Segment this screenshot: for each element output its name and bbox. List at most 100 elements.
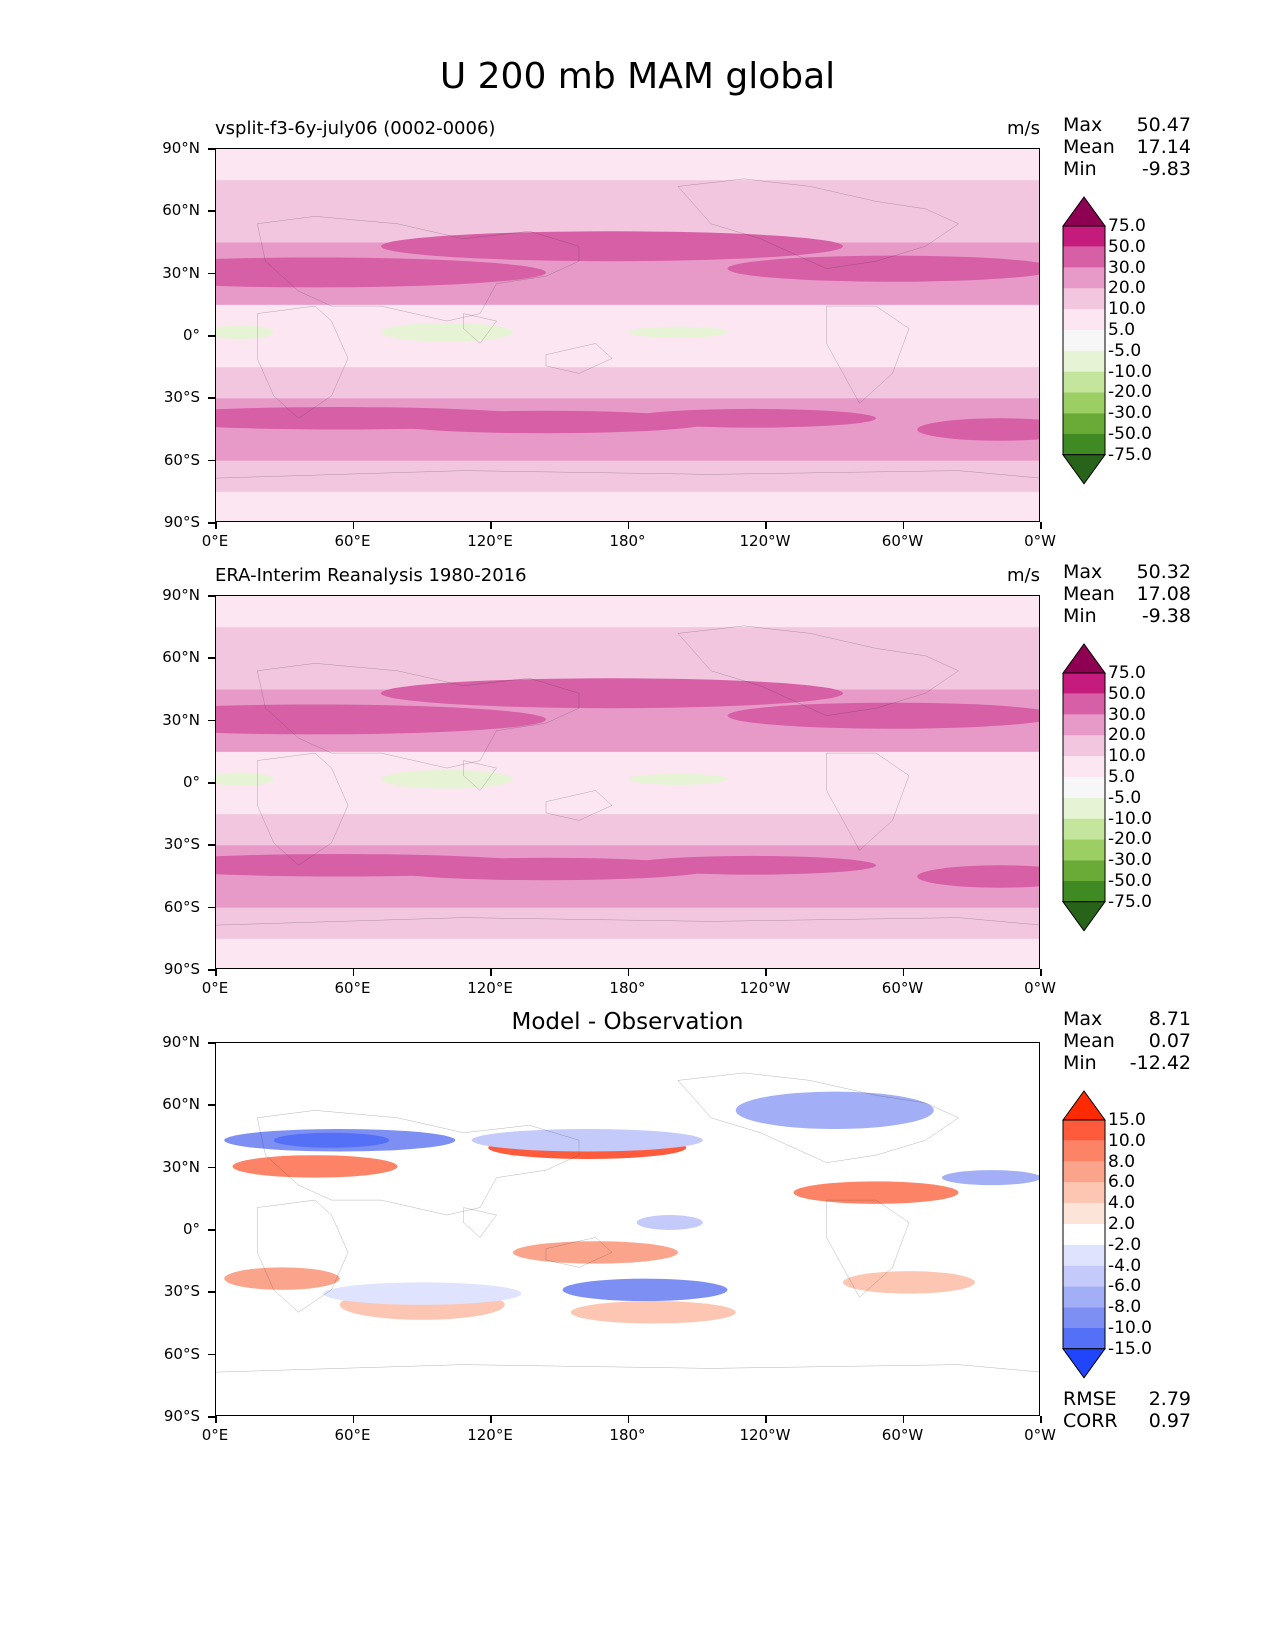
x-tick: [215, 1416, 217, 1423]
coastline: [546, 1237, 612, 1267]
map-background: [216, 1043, 1039, 1415]
zonal-band: [216, 304, 1039, 337]
colorbar-segment: [1063, 1328, 1105, 1349]
y-tick-label: 90°S: [163, 960, 200, 978]
x-tick: [765, 1416, 767, 1423]
metric-value: 0.97: [1148, 1410, 1191, 1432]
colorbar-segment: [1063, 714, 1105, 736]
coastline: [216, 918, 1040, 925]
colorbar-segment: [1063, 839, 1105, 861]
stat-label: Max: [1063, 1008, 1103, 1030]
colorbar-segment: [1063, 1140, 1105, 1162]
stat-label: Max: [1063, 561, 1103, 583]
y-tick: [208, 1291, 215, 1293]
colorbar-extend-top: [1062, 196, 1106, 227]
colorbar-svg: [1062, 643, 1106, 932]
colorbar-label: 8.0: [1108, 1151, 1136, 1172]
stat-value: 50.47: [1136, 114, 1191, 136]
zonal-band: [216, 751, 1039, 784]
colorbar-label: 20.0: [1108, 278, 1146, 299]
colorbar-label: 15.0: [1108, 1110, 1146, 1130]
jet-core: [628, 855, 876, 875]
x-tick-label: 180°: [609, 979, 646, 997]
coastline: [827, 1200, 910, 1297]
y-tick-label: 0°: [182, 773, 200, 791]
stats-box: Max 50.32 Mean 17.08 Min -9.38: [1063, 561, 1191, 627]
jet-core: [727, 255, 1039, 282]
x-tick: [1040, 1416, 1042, 1423]
negative-anomaly: [471, 1129, 703, 1152]
colorbar-extend-top: [1062, 643, 1106, 674]
stat-row: Max 8.71: [1063, 1008, 1191, 1030]
colorbar-extend-top: [1062, 1090, 1106, 1121]
stat-row: Min -9.38: [1063, 605, 1191, 627]
zonal-band: [216, 907, 1039, 940]
y-tick-label: 30°S: [163, 388, 200, 407]
jet-core: [216, 854, 546, 877]
easterly-region: [381, 769, 513, 789]
stat-value: 17.14: [1136, 136, 1191, 158]
x-tick-label: 120°W: [739, 979, 791, 997]
zonal-band: [216, 429, 1039, 462]
stat-row: Min -12.42: [1063, 1052, 1191, 1074]
x-tick-label: 0°W: [1024, 1426, 1056, 1444]
y-tick: [208, 657, 215, 659]
colorbar-segment: [1063, 860, 1105, 881]
coastline: [678, 626, 959, 716]
colorbar-label: -10.0: [1108, 808, 1152, 829]
x-tick: [352, 969, 354, 976]
y-tick-label: 30°S: [163, 1282, 200, 1301]
x-tick: [902, 522, 904, 529]
colorbar-label: -5.0: [1108, 340, 1142, 361]
panel-title: vsplit-f3-6y-july06 (0002-0006): [215, 118, 496, 139]
colorbar-segment: [1063, 735, 1105, 757]
stat-label: Mean: [1063, 583, 1115, 605]
y-tick: [208, 397, 215, 399]
map-canvas: [216, 149, 1040, 521]
units-label: m/s: [1007, 118, 1040, 139]
colorbar-label: -5.0: [1108, 787, 1142, 808]
x-tick: [1040, 969, 1042, 976]
coastline: [678, 179, 959, 269]
y-tick-label: 90°N: [162, 1033, 200, 1051]
colorbar-label: -4.0: [1108, 1255, 1142, 1276]
colorbar-label: 10.0: [1108, 1130, 1146, 1151]
negative-anomaly: [562, 1278, 728, 1302]
y-tick: [208, 272, 215, 275]
x-tick-label: 120°E: [467, 532, 513, 550]
coastline: [464, 761, 497, 791]
negative-anomaly: [636, 1215, 703, 1230]
colorbar-segment: [1063, 1307, 1105, 1328]
colorbar-segment: [1063, 392, 1105, 414]
y-tick-label: 90°S: [163, 1407, 200, 1425]
colorbar-label: 20.0: [1108, 725, 1146, 746]
positive-anomaly: [843, 1271, 975, 1294]
jet-core: [216, 257, 546, 288]
colorbar-segment: [1063, 673, 1105, 694]
colorbar-label: 10.0: [1108, 299, 1146, 320]
stat-value: -9.83: [1141, 158, 1191, 180]
positive-anomaly: [793, 1181, 959, 1204]
x-tick-label: 180°: [609, 532, 646, 550]
colorbar-extend-bottom: [1062, 1348, 1106, 1379]
x-tick: [902, 969, 904, 976]
coastline: [257, 1200, 348, 1312]
colorbar-segment: [1063, 881, 1105, 902]
field-map: [215, 148, 1040, 522]
colorbar-label: 5.0: [1108, 767, 1136, 787]
coastline: [216, 471, 1040, 478]
y-tick: [208, 595, 215, 597]
coastline: [546, 343, 612, 373]
coastline: [257, 1110, 579, 1215]
jet-core: [381, 231, 843, 262]
coastline: [216, 1365, 1040, 1372]
y-tick-label: 60°N: [162, 201, 200, 220]
stat-value: 50.32: [1136, 561, 1191, 583]
stat-row: Mean 17.08: [1063, 583, 1191, 605]
stat-label: Min: [1063, 158, 1097, 180]
colorbar-segment: [1063, 246, 1105, 268]
x-tick-label: 60°W: [881, 1426, 924, 1444]
coastline: [464, 314, 497, 344]
easterly-region: [216, 325, 274, 339]
colorbar-svg: [1062, 196, 1106, 485]
